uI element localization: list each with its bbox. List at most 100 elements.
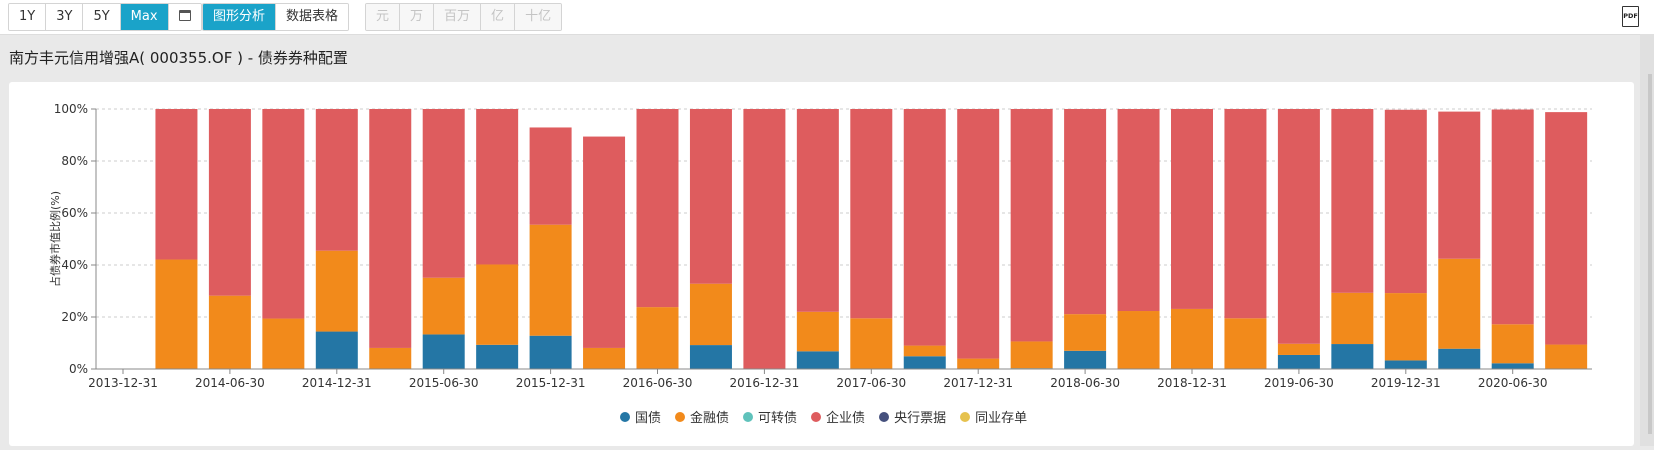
bar-segment[interactable] <box>369 347 412 369</box>
bar-segment[interactable] <box>1064 314 1107 351</box>
bar-segment[interactable] <box>208 109 251 296</box>
bar-segment[interactable] <box>1331 109 1374 293</box>
legend-item[interactable]: 可转债 <box>743 407 797 426</box>
bar-segment[interactable] <box>315 331 358 369</box>
tab-chart-analysis[interactable]: 图形分析 <box>203 4 277 30</box>
bar-segment[interactable] <box>155 259 198 369</box>
bar-segment[interactable] <box>315 250 358 332</box>
bar-segment[interactable] <box>1384 109 1427 294</box>
bar-segment[interactable] <box>1331 344 1374 369</box>
bar-segment[interactable] <box>1491 363 1534 369</box>
bar-segment[interactable] <box>1117 311 1160 369</box>
range-3y-button[interactable]: 3Y <box>46 4 84 30</box>
bar-segment[interactable] <box>529 127 572 225</box>
legend-item[interactable]: 同业存单 <box>960 407 1027 426</box>
bar-segment[interactable] <box>422 109 465 278</box>
view-tab-group: 图形分析 数据表格 <box>202 3 350 31</box>
bar-segment[interactable] <box>1277 109 1320 344</box>
bar-segment[interactable] <box>583 347 626 369</box>
bar-segment[interactable] <box>1277 354 1320 369</box>
x-tick-label: 2013-12-31 <box>88 376 158 390</box>
legend-item[interactable]: 国债 <box>620 407 661 426</box>
bar-segment[interactable] <box>1438 348 1481 369</box>
bar-segment[interactable] <box>422 277 465 335</box>
bar-segment[interactable] <box>1171 308 1213 369</box>
bar-segment[interactable] <box>903 345 946 357</box>
bar-segment[interactable] <box>689 109 732 284</box>
legend-label: 同业存单 <box>975 411 1028 426</box>
vertical-scrollbar[interactable] <box>1640 34 1654 446</box>
bar-segment[interactable] <box>369 109 412 348</box>
pdf-export-icon[interactable]: PDF <box>1622 6 1639 27</box>
range-5y-button[interactable]: 5Y <box>83 4 121 30</box>
date-picker-button[interactable] <box>168 4 201 30</box>
range-max-button[interactable]: Max <box>120 4 169 30</box>
bar-segment[interactable] <box>796 351 839 369</box>
unit-button-group: 元 万 百万 亿 十亿 <box>365 3 563 31</box>
bar-segment[interactable] <box>957 358 1000 369</box>
unit-billion-button[interactable]: 十亿 <box>515 4 562 30</box>
bar-segment[interactable] <box>1010 109 1053 342</box>
bar-segment[interactable] <box>1331 292 1374 345</box>
bar-segment[interactable] <box>689 283 732 346</box>
x-tick-label: 2018-12-31 <box>1157 376 1227 390</box>
unit-wan-button[interactable]: 万 <box>400 4 435 30</box>
range-1y-button[interactable]: 1Y <box>9 4 47 30</box>
bar-segment[interactable] <box>1171 109 1213 309</box>
bar-segment[interactable] <box>1545 112 1588 345</box>
bar-segment[interactable] <box>583 136 626 348</box>
bar-segment[interactable] <box>262 109 305 319</box>
y-axis-label: 占债券市值比例(%) <box>48 191 62 287</box>
bar-segment[interactable] <box>957 109 1000 359</box>
bar-segment[interactable] <box>689 345 732 369</box>
unit-million-button[interactable]: 百万 <box>434 4 482 30</box>
bar-segment[interactable] <box>796 311 839 352</box>
bar-segment[interactable] <box>529 224 572 336</box>
bar-segment[interactable] <box>1384 293 1427 361</box>
bar-segment[interactable] <box>850 318 893 369</box>
bar-segment[interactable] <box>1491 109 1534 325</box>
bar-segment[interactable] <box>1010 341 1053 369</box>
bar-segment[interactable] <box>1224 109 1267 319</box>
bar-segment[interactable] <box>1224 318 1267 369</box>
bar-segment[interactable] <box>422 334 465 369</box>
legend-dot-icon <box>620 411 630 422</box>
bar-segment[interactable] <box>476 264 519 345</box>
bar-segment[interactable] <box>208 295 251 369</box>
bar-segment[interactable] <box>155 109 198 260</box>
bar-segment[interactable] <box>743 109 786 369</box>
legend-label: 可转债 <box>758 411 798 426</box>
bar-segment[interactable] <box>1491 324 1534 364</box>
bar-segment[interactable] <box>850 109 893 319</box>
bar-segment[interactable] <box>1117 109 1160 312</box>
legend-dot-icon <box>811 411 822 422</box>
unit-yuan-button[interactable]: 元 <box>366 4 401 30</box>
bar-segment[interactable] <box>1064 350 1107 369</box>
y-tick-label: 40% <box>61 258 88 272</box>
bar-segment[interactable] <box>1384 360 1427 369</box>
bar-segment[interactable] <box>636 307 679 369</box>
bar-segment[interactable] <box>262 318 305 369</box>
bar-segment[interactable] <box>1064 109 1107 315</box>
bar-segment[interactable] <box>529 335 572 369</box>
bar-segment[interactable] <box>476 109 519 265</box>
bar-segment[interactable] <box>636 109 679 308</box>
bar-segment[interactable] <box>315 109 358 251</box>
x-tick-label: 2017-06-30 <box>836 376 906 390</box>
y-tick-label: 20% <box>61 310 88 324</box>
bar-segment[interactable] <box>1545 344 1588 369</box>
bar-segment[interactable] <box>1438 111 1481 259</box>
unit-yi-button[interactable]: 亿 <box>481 4 516 30</box>
bar-segment[interactable] <box>796 109 839 312</box>
scrollbar-thumb[interactable] <box>1648 74 1652 434</box>
y-tick-label: 60% <box>61 206 88 220</box>
tab-data-table[interactable]: 数据表格 <box>276 4 349 30</box>
bar-segment[interactable] <box>476 344 519 369</box>
legend-item[interactable]: 企业债 <box>811 407 865 426</box>
bar-segment[interactable] <box>903 109 946 346</box>
bar-segment[interactable] <box>1277 343 1320 355</box>
legend-item[interactable]: 金融债 <box>675 407 729 426</box>
bar-segment[interactable] <box>903 356 946 369</box>
bar-segment[interactable] <box>1438 258 1481 349</box>
legend-item[interactable]: 央行票据 <box>879 407 946 426</box>
